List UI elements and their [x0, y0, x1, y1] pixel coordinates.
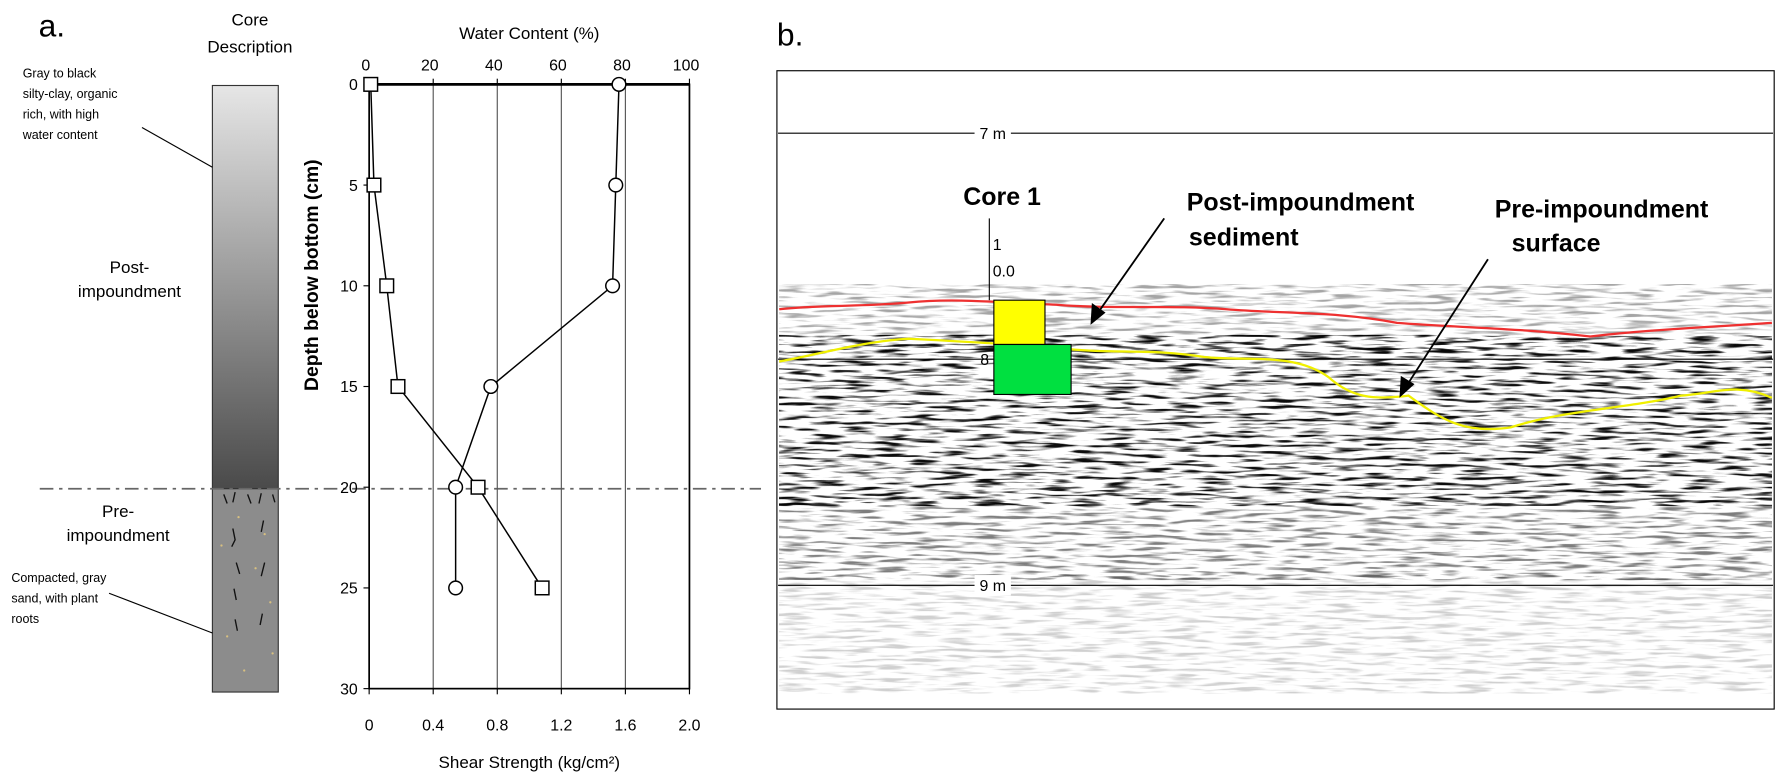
callout-label: sediment	[1189, 224, 1299, 252]
x-tick-label: 0	[365, 718, 374, 735]
radar-noise	[779, 500, 1772, 580]
x-tick-label: 2.0	[678, 718, 700, 735]
point	[448, 580, 464, 596]
annotation: Compacted, gray	[11, 571, 107, 585]
plot-frame	[368, 83, 691, 690]
y-tick-label: 15	[340, 379, 358, 396]
core-post-segment	[993, 299, 1046, 346]
core-pre-segment	[993, 343, 1072, 396]
point	[483, 378, 499, 395]
point	[470, 479, 486, 495]
x2-axis-title: Water Content (%)	[459, 24, 599, 43]
y-tick-label: 5	[349, 178, 358, 195]
depth-label: 9 m	[979, 578, 1006, 595]
x2-tick-label: 100	[673, 58, 700, 75]
point	[611, 76, 627, 92]
pre-surface-line	[778, 337, 1773, 431]
point	[366, 177, 382, 193]
radar-noise	[779, 573, 1772, 694]
point	[390, 378, 406, 395]
callout-label: Post-impoundment	[1187, 188, 1415, 216]
x2-tick-label: 0	[361, 58, 370, 75]
series-line	[454, 84, 620, 588]
annotation: Gray to black	[23, 67, 97, 81]
depth-label: 7 m	[979, 126, 1006, 143]
plot: 0 0.4 0.8 1.2 1.6 2.0 0 20 40 60 80 100 0 5 10 15 20 25 30…	[302, 24, 701, 772]
arrows	[1090, 217, 1489, 398]
leader-line	[141, 127, 213, 168]
point	[363, 76, 379, 92]
unit-label: impoundment	[67, 526, 170, 545]
label-bg	[974, 122, 1011, 144]
core-heading: Core	[231, 10, 268, 29]
panel-label: b.	[777, 17, 804, 53]
y-tick-label: 25	[340, 581, 358, 598]
y-tick-label: 30	[340, 681, 358, 698]
point	[379, 278, 395, 294]
x-tick-label: 1.6	[614, 718, 636, 735]
core-scale: 0.0	[993, 263, 1015, 280]
y-axis-title: Depth below bottom (cm)	[302, 159, 323, 391]
core-scale: 1	[993, 237, 1002, 254]
callout-label: Pre-impoundment	[1495, 195, 1709, 223]
annotation: water content	[22, 128, 98, 142]
annotation: silty-clay, organic	[23, 87, 118, 101]
x-axis-title: Shear Strength (kg/cm²)	[439, 753, 621, 772]
annotation: roots	[11, 612, 39, 626]
annotation: sand, with plant	[11, 591, 98, 605]
x2-tick-label: 60	[549, 58, 567, 75]
point	[534, 580, 550, 596]
annotation: rich, with high	[23, 107, 99, 121]
label-bg	[974, 575, 1011, 596]
core-upper	[211, 84, 279, 490]
leader-line	[108, 592, 213, 634]
callout-label: surface	[1512, 229, 1601, 257]
y-tick-label: 0	[349, 77, 358, 94]
point	[608, 177, 624, 193]
x2-tick-label: 80	[613, 58, 631, 75]
x2-tick-label: 20	[421, 58, 439, 75]
y-tick-label: 10	[340, 278, 358, 295]
point	[448, 479, 464, 495]
series-line	[370, 84, 543, 589]
y-tick-label: 20	[340, 480, 358, 497]
panel-label: a.	[39, 8, 66, 44]
unit-label: Post-	[110, 258, 150, 277]
radar-image	[779, 284, 1772, 694]
unit-label: Pre-	[102, 502, 134, 521]
x-tick-label: 1.2	[550, 718, 572, 735]
x-tick-label: 0.4	[422, 718, 444, 735]
core-lower	[211, 488, 279, 693]
plant-roots	[223, 491, 276, 631]
sand-dots	[220, 515, 274, 672]
radar-noise	[779, 335, 1772, 506]
x-tick-label: 0.8	[486, 718, 508, 735]
depth-label: 8	[980, 352, 989, 369]
point	[605, 278, 621, 294]
post-surface-line	[779, 299, 1772, 338]
x2-tick-label: 40	[485, 58, 503, 75]
unit-label: impoundment	[78, 282, 181, 301]
core-label: Core 1	[963, 183, 1041, 211]
core-heading: Description	[207, 38, 292, 57]
